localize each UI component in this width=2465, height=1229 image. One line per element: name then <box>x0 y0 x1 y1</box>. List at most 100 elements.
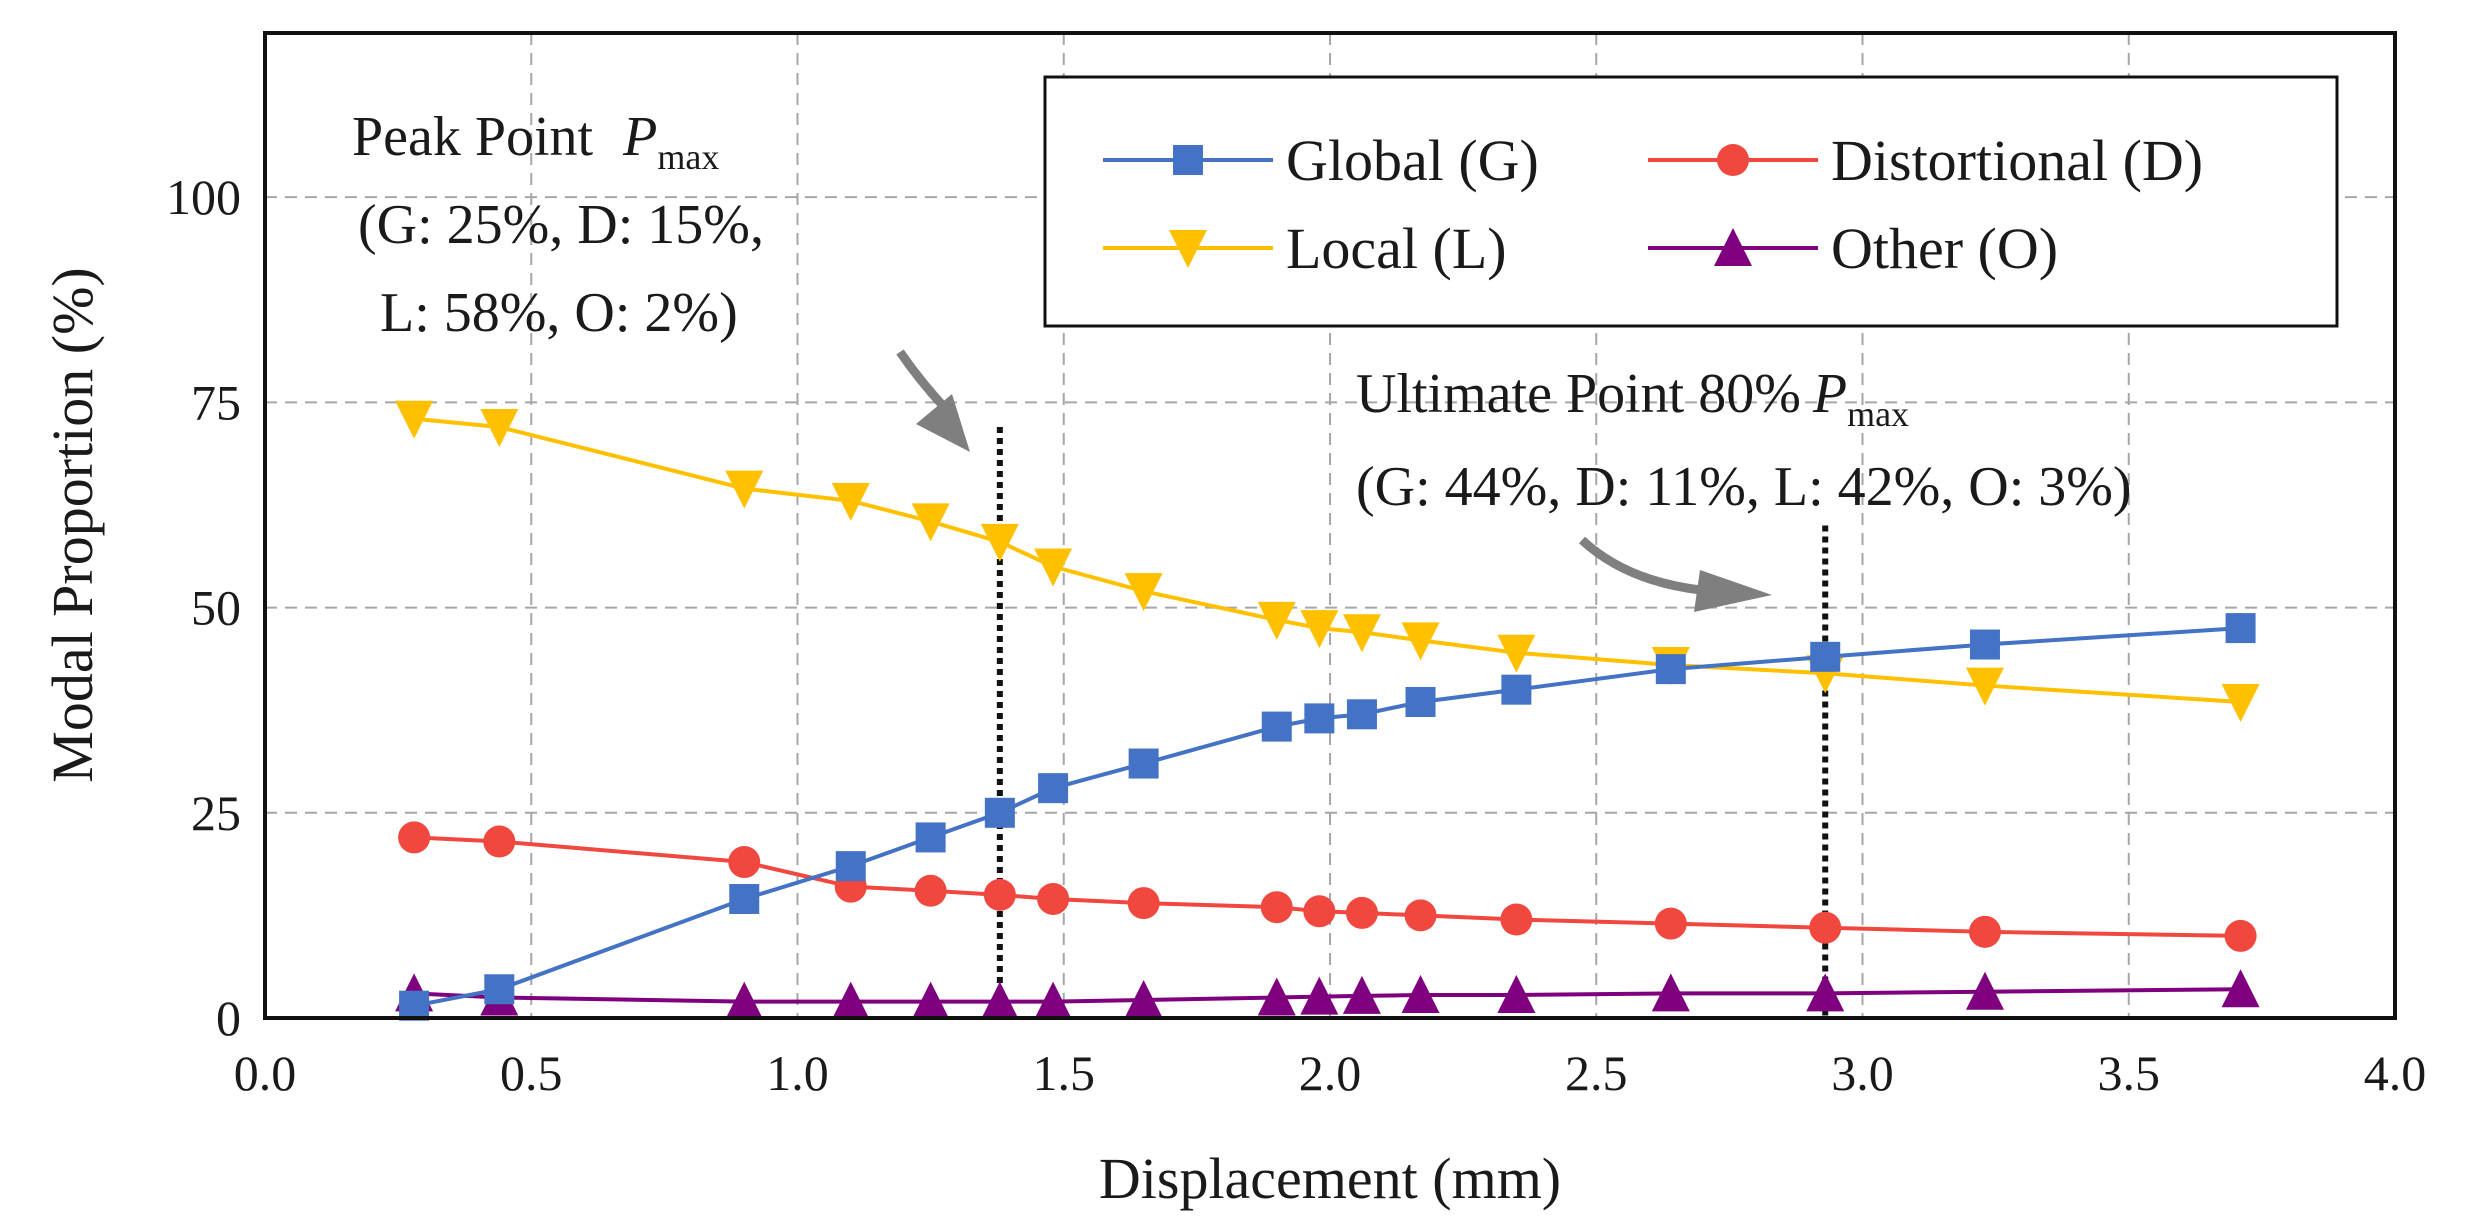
data-point <box>1257 977 1296 1016</box>
legend-entry: Other (O) <box>1648 216 2058 281</box>
data-point <box>911 981 950 1020</box>
data-point <box>728 846 761 879</box>
data-point <box>1651 973 1690 1012</box>
data-point <box>1342 614 1381 653</box>
data-point <box>1038 773 1069 804</box>
x-tick-label: 0.0 <box>234 1045 297 1101</box>
data-point <box>1345 896 1378 929</box>
x-tick-label: 3.5 <box>2098 1045 2161 1101</box>
legend-marker <box>1717 144 1749 176</box>
legend-label: Global (G) <box>1286 128 1539 193</box>
peak-annotation-line1: (G: 25%, D: 15%, <box>358 194 764 256</box>
data-point <box>980 523 1019 562</box>
data-point <box>1497 634 1536 673</box>
data-point <box>983 878 1016 911</box>
x-tick-label: 3.0 <box>1831 1045 1894 1101</box>
ultimate-arrow <box>1578 536 1701 595</box>
y-tick-label: 50 <box>191 580 241 636</box>
series-distortional-d <box>398 821 2257 952</box>
data-point <box>2221 683 2260 722</box>
data-point <box>914 874 947 907</box>
y-tick-label: 25 <box>191 785 241 841</box>
legend-marker <box>1169 230 1207 268</box>
x-tick-label: 1.5 <box>1033 1045 1096 1101</box>
data-point <box>1261 711 1292 742</box>
data-point <box>483 825 516 858</box>
data-point <box>1300 610 1339 649</box>
data-point <box>1127 887 1160 920</box>
data-point <box>835 851 866 882</box>
data-point <box>1257 601 1296 640</box>
peak-annotation-title: Peak Point Pmax <box>352 106 719 177</box>
plot-frame <box>263 31 2397 1020</box>
data-point <box>1342 975 1381 1014</box>
ultimate-annotation-title: Ultimate Point 80% Pmax <box>1356 363 1909 434</box>
legend-entry: Distortional (D) <box>1648 128 2203 193</box>
peak-annotation-symbol: P <box>622 106 657 168</box>
data-point <box>911 503 950 542</box>
data-point <box>980 981 1019 1020</box>
x-tick-label: 0.5 <box>500 1045 563 1101</box>
data-point <box>1404 899 1437 932</box>
peak-annotation-subscript: max <box>657 137 719 177</box>
data-point <box>1128 748 1159 779</box>
data-point <box>1037 882 1070 915</box>
data-point <box>484 974 515 1005</box>
data-point <box>1500 903 1533 936</box>
data-point <box>1810 641 1841 672</box>
legend-box <box>1043 75 2339 328</box>
data-point <box>2221 969 2260 1008</box>
data-point <box>984 797 1015 828</box>
x-tick-label: 2.0 <box>1299 1045 1362 1101</box>
data-point <box>1304 703 1335 734</box>
x-tick-label: 4.0 <box>2364 1045 2427 1101</box>
data-point <box>398 821 431 854</box>
peak-arrow <box>896 349 949 412</box>
data-point <box>1654 907 1687 940</box>
data-point <box>1034 548 1073 587</box>
y-axis-title: Modal Proportion (%) <box>40 267 105 783</box>
ultimate-arrowhead <box>1694 570 1772 612</box>
series-other-o <box>395 969 2260 1020</box>
data-point <box>1401 622 1440 661</box>
peak-annotation-line2: L: 58%, O: 2%) <box>380 282 738 344</box>
x-axis-title: Displacement (mm) <box>1099 1146 1561 1211</box>
legend: Global (G) Distortional (D) Local (L) Other… <box>1043 75 2339 328</box>
x-tick-labels: 0.0 0.5 1.0 1.5 2.0 2.5 3.0 3.5 4.0 <box>234 1045 2427 1101</box>
data-point <box>1501 674 1532 705</box>
peak-annotation-title-text: Peak Point <box>352 106 594 168</box>
data-point <box>2224 919 2257 952</box>
data-point <box>1965 667 2004 706</box>
data-point <box>1806 973 1845 1012</box>
y-tick-label: 75 <box>191 374 241 430</box>
series-layer <box>395 400 2260 1021</box>
y-tick-label: 100 <box>166 169 241 225</box>
data-point <box>831 482 870 521</box>
series-local-l <box>395 400 2260 722</box>
data-point <box>1346 699 1377 730</box>
data-point <box>1124 979 1163 1018</box>
data-point <box>1401 975 1440 1014</box>
data-point <box>395 400 434 439</box>
legend-label: Distortional (D) <box>1831 128 2203 193</box>
data-point <box>1260 891 1293 924</box>
data-point <box>725 981 764 1020</box>
legend-entry: Local (L) <box>1103 216 1507 281</box>
ultimate-annotation: Ultimate Point 80% Pmax (G: 44%, D: 11%, … <box>1356 363 2132 612</box>
legend-label: Local (L) <box>1286 216 1507 281</box>
legend-marker <box>1714 228 1752 266</box>
peak-annotation: Peak Point Pmax (G: 25%, D: 15%, L: 58%, … <box>352 106 970 452</box>
legend-marker <box>1173 145 1203 175</box>
data-point <box>1300 976 1339 1015</box>
data-point <box>2225 613 2256 644</box>
ultimate-annotation-subscript: max <box>1847 394 1909 434</box>
y-tick-label: 0 <box>216 990 241 1046</box>
x-tick-label: 2.5 <box>1565 1045 1628 1101</box>
data-point <box>1655 654 1686 685</box>
data-point <box>1034 981 1073 1020</box>
data-point <box>729 883 760 914</box>
y-tick-labels: 0 25 50 75 100 <box>166 169 241 1046</box>
series-global-g <box>399 613 2256 1021</box>
ultimate-annotation-symbol: P <box>1812 363 1847 425</box>
